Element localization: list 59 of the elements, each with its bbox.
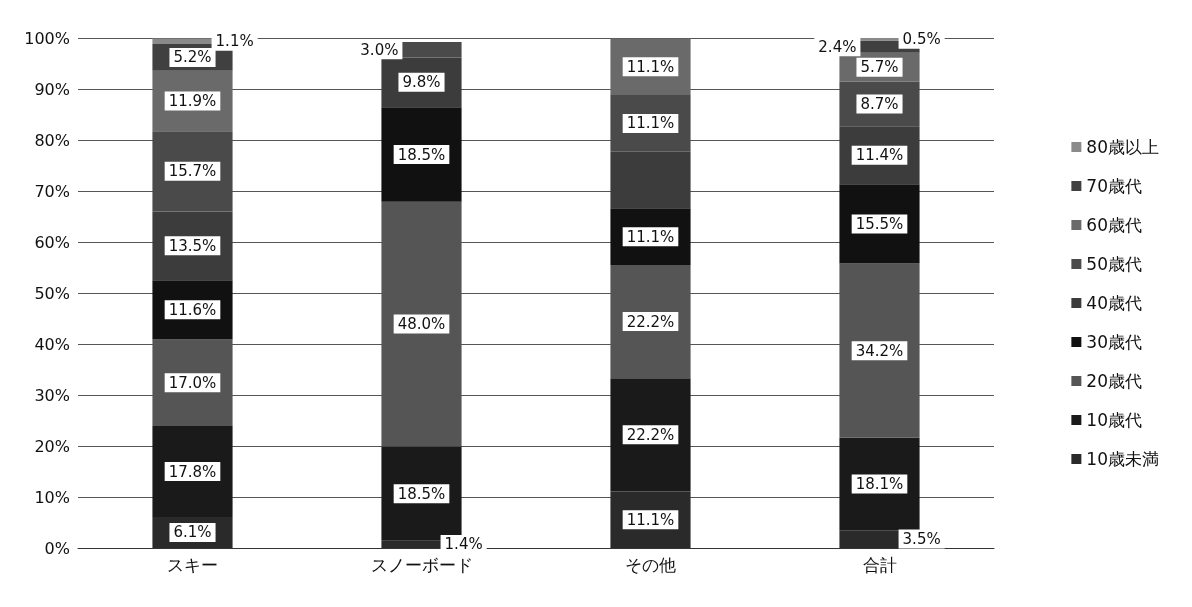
data-label: 18.5%: [397, 145, 446, 164]
y-tick-label: 0%: [44, 538, 70, 558]
data-label: 17.8%: [168, 462, 217, 481]
data-label: 17.0%: [168, 373, 217, 392]
data-label: 1.4%: [444, 535, 483, 554]
x-tick-label: その他: [625, 554, 676, 575]
legend-label: 80歳以上: [1086, 137, 1160, 157]
legend-label: 70歳代: [1086, 176, 1143, 196]
data-label: 22.2%: [626, 425, 675, 444]
y-tick-label: 80%: [34, 130, 70, 150]
data-label: 15.5%: [855, 214, 904, 233]
legend-label: 10歳未満: [1086, 449, 1160, 469]
bar: [152, 426, 233, 517]
y-tick-label: 20%: [34, 436, 70, 456]
data-label: 2.4%: [818, 37, 857, 56]
y-tick-label: 60%: [34, 232, 70, 252]
data-label: 11.4%: [855, 146, 904, 165]
y-tick-label: 30%: [34, 385, 70, 405]
data-label: 18.1%: [855, 474, 904, 493]
data-label: 11.1%: [626, 114, 675, 133]
legend-label: 30歳代: [1086, 332, 1143, 352]
y-tick-label: 50%: [34, 283, 70, 303]
data-label: 3.5%: [902, 530, 941, 549]
data-label: 9.8%: [402, 73, 441, 92]
data-label: 48.0%: [397, 315, 446, 334]
data-label: 11.1%: [626, 57, 675, 76]
data-label: 6.1%: [173, 523, 212, 542]
legend-label: 50歳代: [1086, 254, 1143, 274]
legend-label: 10歳代: [1086, 410, 1143, 430]
legend-label: 60歳代: [1086, 215, 1143, 235]
bar: [381, 107, 462, 202]
data-label: 11.1%: [626, 510, 675, 529]
data-label: 11.6%: [168, 300, 217, 319]
bar: [839, 437, 920, 531]
data-label: 3.0%: [360, 40, 399, 59]
y-tick-label: 90%: [34, 79, 70, 99]
x-tick-label: スキー: [167, 554, 218, 575]
data-label: 11.9%: [168, 91, 217, 110]
data-label: 1.1%: [215, 32, 254, 51]
bar: [610, 378, 691, 492]
data-label: 5.7%: [860, 58, 899, 77]
x-tick-label: 合計: [862, 554, 897, 575]
y-tick-label: 10%: [34, 487, 70, 507]
y-tick-label: 100%: [24, 28, 70, 48]
legend-label: 40歳代: [1086, 293, 1143, 313]
data-label: 18.5%: [397, 484, 446, 503]
x-tick-label: スノーボード: [370, 554, 473, 575]
data-label: 8.7%: [860, 95, 899, 114]
data-label: 22.2%: [626, 312, 675, 331]
data-label: 11.1%: [626, 227, 675, 246]
legend-label: 20歳代: [1086, 371, 1143, 391]
y-tick-label: 40%: [34, 334, 70, 354]
data-label: 34.2%: [855, 341, 904, 360]
bar: [610, 151, 691, 209]
data-label: 13.5%: [168, 236, 217, 255]
data-label: 0.5%: [902, 30, 941, 49]
data-label: 5.2%: [173, 48, 212, 67]
data-label: 15.7%: [168, 162, 217, 181]
y-tick-label: 70%: [34, 181, 70, 201]
